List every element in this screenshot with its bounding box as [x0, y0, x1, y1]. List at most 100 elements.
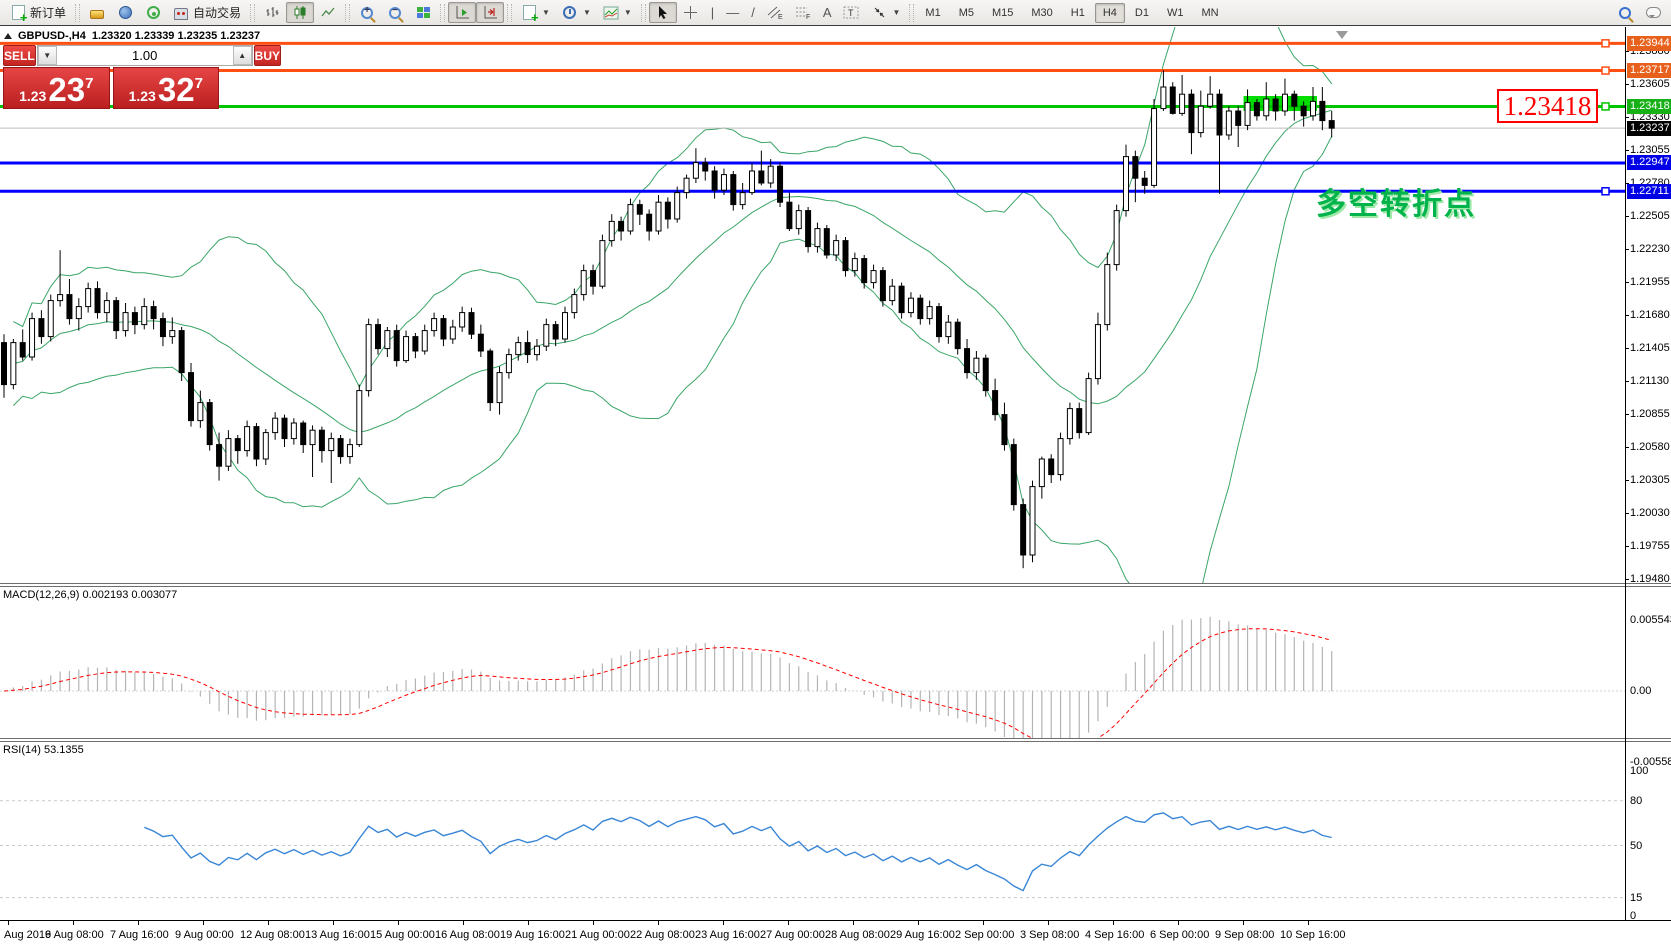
chevron-down-icon: ▼	[542, 8, 550, 17]
price-tick	[1625, 150, 1629, 151]
new-chart-icon	[521, 5, 539, 24]
zoom-in-button[interactable]: +	[353, 2, 381, 23]
rsi-axis-label: 100	[1630, 765, 1649, 777]
timeframe-d1[interactable]: D1	[1134, 6, 1149, 19]
ask-price-button[interactable]: 1.23 32 7	[112, 67, 219, 109]
arrows-dropdown[interactable]: ▼	[865, 2, 906, 23]
text-tool-button[interactable]: A	[817, 2, 838, 23]
price-tick-label: 1.21405	[1630, 342, 1670, 354]
timeframe-w1[interactable]: W1	[1166, 6, 1184, 19]
time-tick	[1243, 921, 1244, 925]
timeframe-mn[interactable]: MN	[1201, 6, 1219, 19]
price-badge: 1.23237	[1627, 120, 1671, 136]
vertical-line-icon: |	[710, 5, 715, 20]
auto-scroll-button[interactable]	[448, 2, 477, 23]
chart-title: GBPUSD-,H4 1.23320 1.23339 1.23235 1.232…	[4, 30, 260, 42]
chart-note-text[interactable]: 多空转折点	[1316, 188, 1476, 221]
toolbar-separator	[345, 3, 351, 22]
svg-text:E: E	[778, 14, 783, 20]
fibonacci-tool-button[interactable]: F	[789, 2, 817, 23]
timeframe-m5[interactable]: M5	[958, 6, 974, 19]
search-icon	[1617, 5, 1633, 21]
symbol-triangle-icon	[4, 33, 12, 39]
horizontal-line-tool-button[interactable]: —	[720, 2, 745, 23]
bar-chart-icon	[264, 5, 280, 21]
time-tick	[788, 921, 789, 925]
community-button[interactable]	[111, 2, 139, 23]
ohlc-readout: 1.23320 1.23339 1.23235 1.23237	[91, 30, 261, 42]
pane-splitter[interactable]	[0, 738, 1671, 742]
line-chart-mode-button[interactable]	[314, 2, 342, 23]
buy-button[interactable]: BUY	[253, 45, 282, 66]
new-order-button[interactable]: 新订单	[4, 2, 72, 24]
price-tick	[1625, 414, 1629, 415]
time-tick	[333, 921, 334, 925]
time-tick-label: 23 Aug 16:00	[695, 929, 760, 941]
deposit-button[interactable]	[83, 2, 111, 23]
timeframe-h1[interactable]: H1	[1070, 6, 1085, 19]
new-chart-dropdown[interactable]: ▼	[515, 2, 556, 24]
sell-button[interactable]: SELL	[3, 45, 36, 66]
trendline-tool-button[interactable]: /	[745, 2, 761, 23]
time-tick-label: 16 Aug 08:00	[435, 929, 500, 941]
volume-input[interactable]	[56, 46, 233, 65]
time-tick-label: 10 Sep 16:00	[1280, 929, 1346, 941]
chart-shift-icon	[482, 5, 498, 21]
zoom-in-icon: +	[359, 5, 375, 21]
timeframe-m1[interactable]: M1	[925, 6, 941, 19]
horizontal-line-icon: —	[726, 5, 740, 20]
rsi-pane[interactable]	[0, 742, 1625, 920]
price-tick-label: 1.23055	[1630, 144, 1670, 156]
price-badge: 1.22947	[1627, 155, 1671, 171]
timeframe-h4[interactable]: H4	[1094, 2, 1125, 23]
time-tick	[398, 921, 399, 925]
signals-button[interactable]	[139, 2, 167, 23]
price-tick-label: 1.23605	[1630, 78, 1670, 90]
person-icon	[117, 5, 133, 21]
tile-windows-button[interactable]	[409, 2, 437, 23]
chart-window[interactable]: 1.238801.236051.233301.230551.227801.225…	[0, 27, 1671, 947]
price-axis-line	[1625, 27, 1626, 920]
volume-decrease-button[interactable]: ▼	[37, 46, 57, 65]
price-tick	[1625, 546, 1629, 547]
bid-price-button[interactable]: 1.23 23 7	[3, 67, 110, 109]
price-tick-label: 1.22230	[1630, 243, 1670, 255]
time-tick	[853, 921, 854, 925]
search-button[interactable]	[1611, 2, 1639, 23]
price-tick	[1625, 84, 1629, 85]
price-tick-label: 1.22505	[1630, 210, 1670, 222]
vertical-line-tool-button[interactable]: |	[705, 2, 720, 23]
chat-button[interactable]	[1639, 2, 1667, 23]
price-tick-label: 1.23330	[1630, 111, 1670, 123]
time-tick-label: 19 Aug 16:00	[500, 929, 565, 941]
time-tick	[203, 921, 204, 925]
price-callout-label[interactable]: 1.23418	[1497, 89, 1598, 124]
zoom-out-button[interactable]: −	[381, 2, 409, 23]
macd-pane[interactable]	[0, 587, 1625, 738]
price-tick	[1625, 117, 1629, 118]
bar-chart-mode-button[interactable]	[258, 2, 286, 23]
timeframe-m30[interactable]: M30	[1031, 6, 1053, 19]
chart-shift-marker-icon[interactable]	[1336, 31, 1348, 39]
timeframe-m15[interactable]: M15	[991, 6, 1014, 19]
channel-tool-button[interactable]: E	[761, 2, 789, 23]
time-tick-label: 13 Aug 16:00	[305, 929, 370, 941]
crosshair-tool-button[interactable]	[677, 2, 705, 23]
main-price-pane[interactable]	[0, 27, 1625, 583]
templates-dropdown[interactable]: ▼	[597, 2, 638, 23]
time-tick	[268, 921, 269, 925]
autotrading-button[interactable]: 自动交易	[167, 2, 247, 23]
volume-increase-button[interactable]: ▲	[232, 46, 252, 65]
candlestick-mode-button[interactable]	[286, 2, 315, 23]
cursor-tool-button[interactable]	[648, 2, 677, 23]
profiles-dropdown[interactable]: ▼	[556, 2, 597, 23]
chart-shift-button[interactable]	[476, 2, 505, 23]
timeframe-group: M1 M5 M15 M30 H1 H4 D1 W1 MN	[917, 2, 1226, 23]
auto-scroll-icon	[454, 5, 470, 21]
pane-splitter[interactable]	[0, 583, 1671, 587]
time-axis[interactable]: Aug 2019 6 Aug 08:00 7 Aug 16:00 9 Aug 00:0…	[0, 921, 1671, 947]
price-tick-label: 1.20305	[1630, 474, 1670, 486]
toolbar-separator	[909, 3, 915, 22]
text-label-tool-button[interactable]: T	[837, 2, 865, 23]
rsi-axis-label: 0	[1630, 909, 1637, 922]
